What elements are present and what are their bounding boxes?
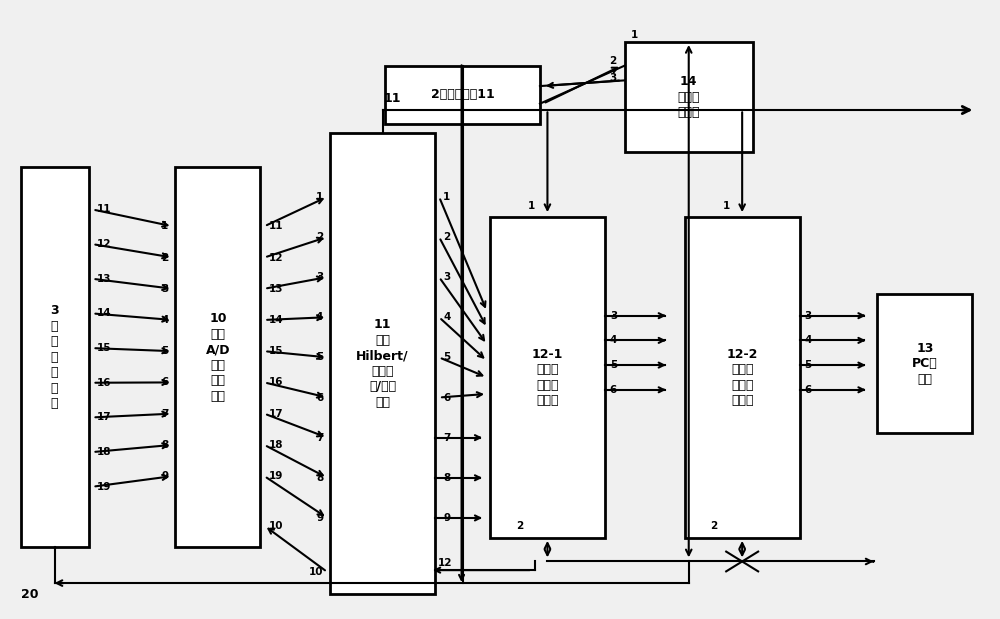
Bar: [877, 294, 972, 433]
Text: 3: 3: [805, 311, 812, 321]
Text: 1: 1: [723, 201, 730, 211]
Text: 4: 4: [610, 335, 617, 345]
Text: 20: 20: [21, 587, 38, 600]
Text: 7: 7: [316, 433, 323, 443]
Text: 8: 8: [316, 473, 323, 483]
Text: 12: 12: [268, 253, 283, 262]
Text: 8: 8: [443, 473, 450, 483]
Text: 2: 2: [316, 232, 323, 242]
Text: 13
PC机
单元: 13 PC机 单元: [912, 342, 938, 386]
Text: 17: 17: [268, 409, 283, 418]
Text: 3: 3: [610, 311, 617, 321]
Text: 10: 10: [309, 567, 323, 577]
Text: 3: 3: [161, 284, 168, 294]
Bar: [625, 42, 753, 152]
Bar: [330, 134, 435, 594]
Bar: [490, 217, 605, 538]
Text: 1: 1: [631, 30, 638, 40]
Text: 13: 13: [268, 284, 283, 294]
Text: 9: 9: [316, 513, 323, 523]
Text: 19: 19: [97, 482, 111, 491]
Text: 16: 16: [268, 378, 283, 387]
Text: 1: 1: [443, 192, 450, 202]
Text: 4: 4: [805, 335, 812, 345]
Text: 19: 19: [268, 471, 283, 481]
Text: 3: 3: [316, 272, 323, 282]
Text: 7: 7: [161, 409, 168, 418]
Text: 4: 4: [443, 312, 450, 322]
Text: 6: 6: [805, 385, 812, 395]
Text: 5: 5: [316, 352, 323, 362]
Text: 2: 2: [161, 253, 168, 262]
Text: 11: 11: [97, 204, 111, 214]
Text: 14
系统监
控模块: 14 系统监 控模块: [677, 75, 700, 119]
Text: 11: 11: [384, 92, 401, 105]
Text: 14: 14: [97, 308, 111, 318]
Text: 15: 15: [268, 346, 283, 356]
Bar: [21, 168, 89, 547]
Text: 9: 9: [443, 513, 450, 523]
Text: 2: 2: [711, 521, 718, 530]
Text: 18: 18: [97, 447, 111, 457]
Text: 10: 10: [268, 521, 283, 530]
Text: 4: 4: [316, 312, 323, 322]
Text: 12-1
多信号
分离解
调模块: 12-1 多信号 分离解 调模块: [532, 348, 563, 407]
Text: 6: 6: [443, 392, 450, 402]
Text: 11
九路
Hilbert/
相位校
正/存储
模块: 11 九路 Hilbert/ 相位校 正/存储 模块: [356, 318, 409, 409]
Bar: [385, 66, 540, 124]
Text: 1: 1: [161, 222, 168, 232]
Text: 2天线开关阵11: 2天线开关阵11: [431, 89, 494, 102]
Text: 11: 11: [268, 222, 283, 232]
Text: 2: 2: [610, 56, 617, 66]
Text: 18: 18: [268, 440, 283, 450]
Text: 1: 1: [528, 201, 535, 211]
Text: 7: 7: [443, 433, 450, 443]
Text: 8: 8: [161, 440, 168, 450]
Bar: [685, 217, 800, 538]
Text: 6: 6: [610, 385, 617, 395]
Text: 9: 9: [161, 471, 168, 481]
Text: 15: 15: [97, 343, 111, 353]
Text: 5: 5: [443, 352, 450, 362]
Text: 3: 3: [610, 73, 617, 83]
Text: 3: 3: [443, 272, 450, 282]
Text: 2: 2: [443, 232, 450, 242]
Text: 5: 5: [610, 360, 617, 370]
Bar: [175, 168, 260, 547]
Text: 5: 5: [161, 346, 168, 356]
Text: 6: 6: [161, 378, 168, 387]
Text: 14: 14: [268, 315, 283, 325]
Text: 2: 2: [516, 521, 523, 530]
Text: 17: 17: [97, 412, 111, 422]
Text: 12: 12: [97, 239, 111, 249]
Text: 12: 12: [438, 558, 452, 568]
Text: 5: 5: [805, 360, 812, 370]
Text: 3
九
信
道
接
收
机: 3 九 信 道 接 收 机: [50, 305, 59, 410]
Text: 13: 13: [97, 274, 111, 284]
Text: 12-2
多信号
分离解
调模块: 12-2 多信号 分离解 调模块: [726, 348, 758, 407]
Text: 4: 4: [161, 315, 168, 325]
Text: 16: 16: [97, 378, 111, 387]
Text: 6: 6: [316, 392, 323, 402]
Text: 10
九路
A/D
同步
采样
模块: 10 九路 A/D 同步 采样 模块: [206, 312, 230, 402]
Text: 1: 1: [316, 192, 323, 202]
